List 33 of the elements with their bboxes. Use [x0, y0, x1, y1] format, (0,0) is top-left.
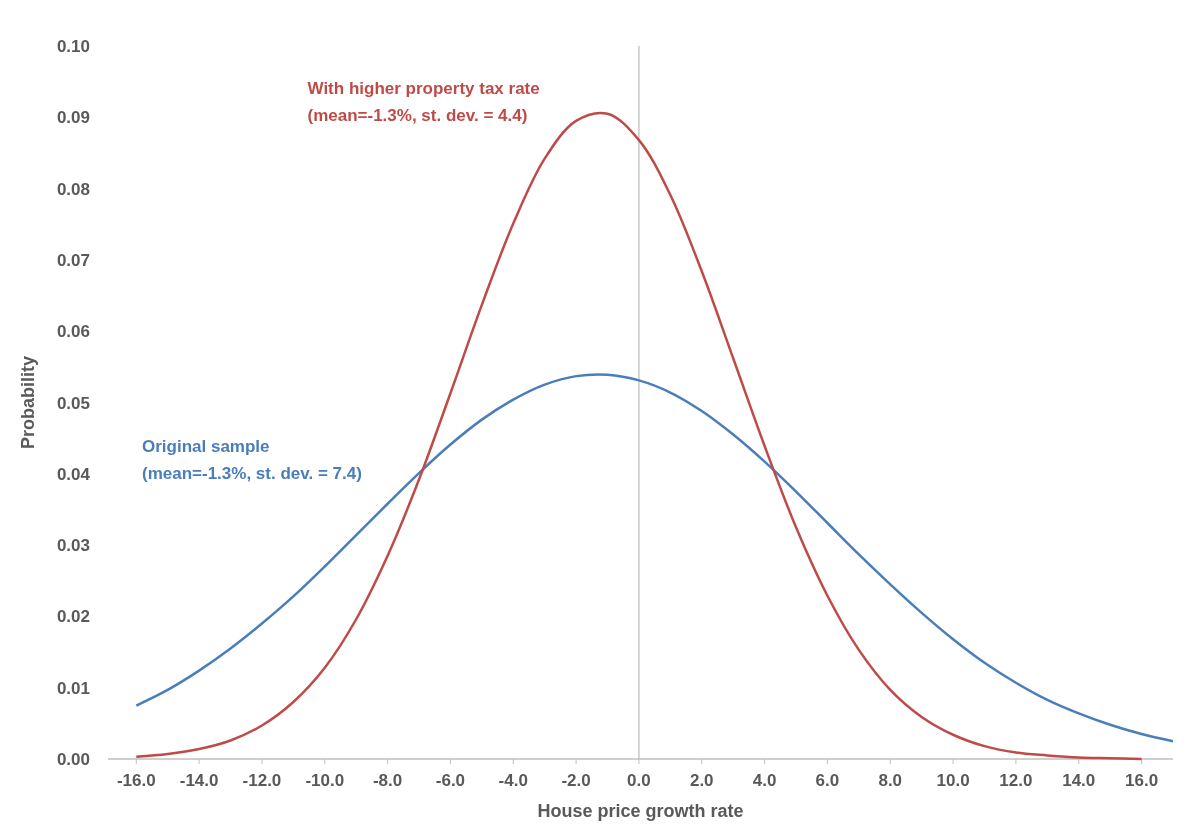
x-tick-label: 12.0 [999, 771, 1033, 790]
y-tick-label: 0.02 [56, 607, 90, 627]
x-tick-label: -12.0 [242, 771, 282, 790]
x-tick-label: 2.0 [689, 771, 714, 790]
y-tick-label: 0.10 [56, 37, 90, 56]
line-series [135, 373, 1175, 743]
x-tick-label: 0.0 [627, 771, 651, 790]
x-axis-title: House price growth rate [537, 801, 744, 821]
y-tick-label: 0.01 [56, 678, 90, 698]
x-tick-label: 16.0 [1125, 771, 1159, 790]
x-tick-label: 10.0 [936, 771, 970, 790]
y-tick-label: 0.05 [56, 393, 90, 413]
x-tick-label: 14.0 [1062, 771, 1096, 790]
y-tick-label: 0.08 [56, 179, 90, 199]
x-tick-label: 4.0 [752, 771, 777, 790]
x-tick-label: 8.0 [878, 771, 903, 790]
x-tick-label: -2.0 [561, 771, 591, 790]
y-tick-label: 0.09 [56, 108, 90, 128]
y-tick-label: 0.07 [56, 250, 90, 270]
y-tick-label: 0.00 [56, 750, 90, 769]
series-label: Original sample (mean=-1.3%, st. dev. = 7.4) [142, 436, 362, 483]
x-tick-label: -6.0 [435, 771, 466, 790]
y-tick-label: 0.04 [56, 464, 91, 484]
y-tick-label: 0.06 [56, 322, 90, 342]
series-label: With higher property tax rate (mean=-1.3%, st. dev. = 4.4) [307, 78, 540, 125]
x-tick-label: -14.0 [179, 771, 219, 790]
x-tick-label: -10.0 [305, 771, 345, 790]
x-tick-label: -16.0 [116, 771, 156, 790]
x-tick-label: -8.0 [372, 771, 403, 790]
y-tick-label: 0.03 [56, 536, 90, 556]
x-tick-label: 6.0 [815, 771, 840, 790]
y-axis-title: Probability [18, 355, 38, 450]
x-tick-label: -4.0 [498, 771, 528, 790]
